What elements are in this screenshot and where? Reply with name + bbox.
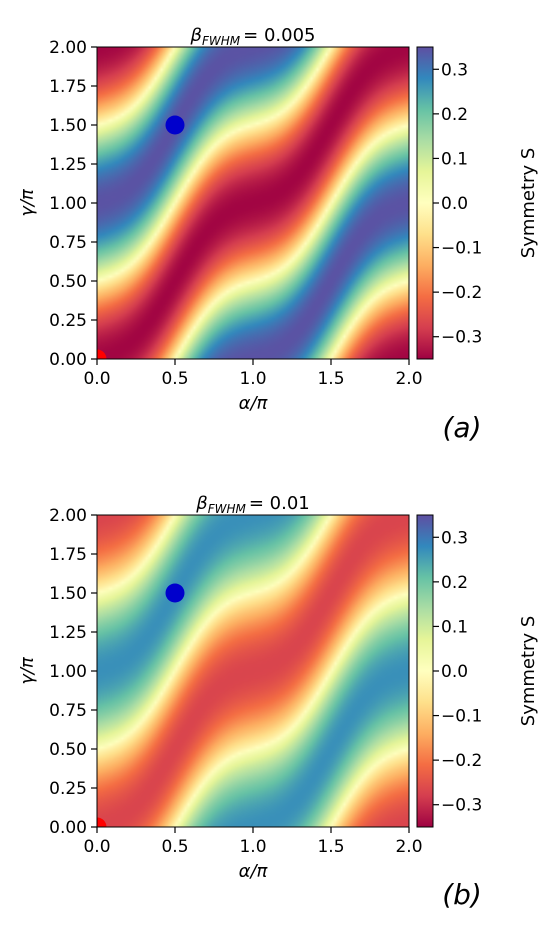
x-axis-label: α/π — [239, 861, 269, 882]
panel-label: (b) — [442, 878, 482, 911]
x-tick-label: 1.5 — [317, 837, 344, 857]
colorbar-tick-label: −0.2 — [441, 751, 482, 771]
heatmap-image — [97, 47, 409, 359]
y-tick-label: 0.25 — [49, 779, 87, 799]
colorbar-tick-label: −0.3 — [441, 796, 482, 816]
marker-point — [165, 583, 185, 603]
y-tick-label: 1.00 — [49, 662, 87, 682]
panel-label: (a) — [442, 411, 481, 444]
x-tick-label: 0.5 — [161, 837, 188, 857]
x-tick-label: 0.0 — [83, 837, 110, 857]
colorbar-tick-label: −0.3 — [441, 328, 482, 348]
x-tick-label: 1.0 — [239, 837, 266, 857]
y-tick-label: 0.00 — [49, 818, 87, 838]
title-subscript: FWHM — [208, 502, 247, 516]
y-tick-label: 0.75 — [49, 233, 87, 253]
x-tick-label: 0.5 — [161, 369, 188, 389]
title-symbol: β — [195, 493, 208, 514]
y-tick-label: 0.50 — [49, 272, 87, 292]
y-tick-label: 0.00 — [49, 350, 87, 370]
x-tick-label: 1.0 — [239, 369, 266, 389]
chart-title: βFWHM = 0.005 — [190, 25, 316, 48]
y-tick-label: 1.75 — [49, 545, 87, 565]
title-subscript: FWHM — [202, 34, 241, 48]
colorbar — [416, 46, 434, 360]
colorbar-tick-label: 0.2 — [441, 105, 468, 125]
title-value: = 0.005 — [243, 25, 315, 46]
marker-point — [165, 115, 185, 135]
colorbar-tick-label: 0.1 — [441, 149, 468, 169]
colorbar-tick-label: 0.1 — [441, 617, 468, 637]
colorbar-tick-label: 0.0 — [441, 194, 468, 214]
chart-title: βFWHM = 0.01 — [195, 493, 310, 516]
x-axis-label: α/π — [239, 393, 269, 414]
x-tick-label: 1.5 — [317, 369, 344, 389]
y-tick-label: 1.50 — [49, 584, 87, 604]
y-tick-label: 2.00 — [49, 38, 87, 58]
y-tick-label: 1.75 — [49, 77, 87, 97]
x-tick-label: 2.0 — [395, 837, 422, 857]
colorbar-tick-label: 0.3 — [441, 60, 468, 80]
colorbar-tick-label: −0.1 — [441, 239, 482, 259]
x-tick-label: 0.0 — [83, 369, 110, 389]
x-tick-label: 2.0 — [395, 369, 422, 389]
colorbar-tick-label: −0.2 — [441, 283, 482, 303]
y-tick-label: 1.25 — [49, 623, 87, 643]
y-axis-label: γ/π — [17, 188, 38, 217]
y-tick-label: 1.50 — [49, 116, 87, 136]
colorbar-tick-label: −0.1 — [441, 707, 482, 727]
marker-point — [97, 349, 107, 359]
heatmap-panel-a: 0.0 0.5 1.0 1.5 2.0 0.00 0.25 0.50 0.75 1.00 1.25 1… — [17, 25, 539, 444]
title-symbol: β — [190, 25, 203, 46]
colorbar-label: Symmetry S — [518, 616, 539, 726]
y-tick-label: 0.25 — [49, 311, 87, 331]
colorbar-label: Symmetry S — [518, 148, 539, 258]
y-axis-label: γ/π — [17, 656, 38, 685]
y-tick-label: 0.50 — [49, 740, 87, 760]
heatmap-panel-b: 0.0 0.5 1.0 1.5 2.0 0.00 0.25 0.50 0.75 1.00 1.25 1… — [17, 493, 539, 911]
colorbar-tick-label: 0.2 — [441, 573, 468, 593]
title-value: = 0.01 — [249, 493, 310, 514]
marker-point — [97, 817, 107, 827]
heatmap-image — [97, 515, 409, 827]
y-tick-label: 1.00 — [49, 194, 87, 214]
colorbar-tick-label: 0.0 — [441, 662, 468, 682]
y-tick-label: 2.00 — [49, 506, 87, 526]
y-tick-label: 1.25 — [49, 155, 87, 175]
y-tick-label: 0.75 — [49, 701, 87, 721]
colorbar — [416, 514, 434, 828]
colorbar-tick-label: 0.3 — [441, 528, 468, 548]
